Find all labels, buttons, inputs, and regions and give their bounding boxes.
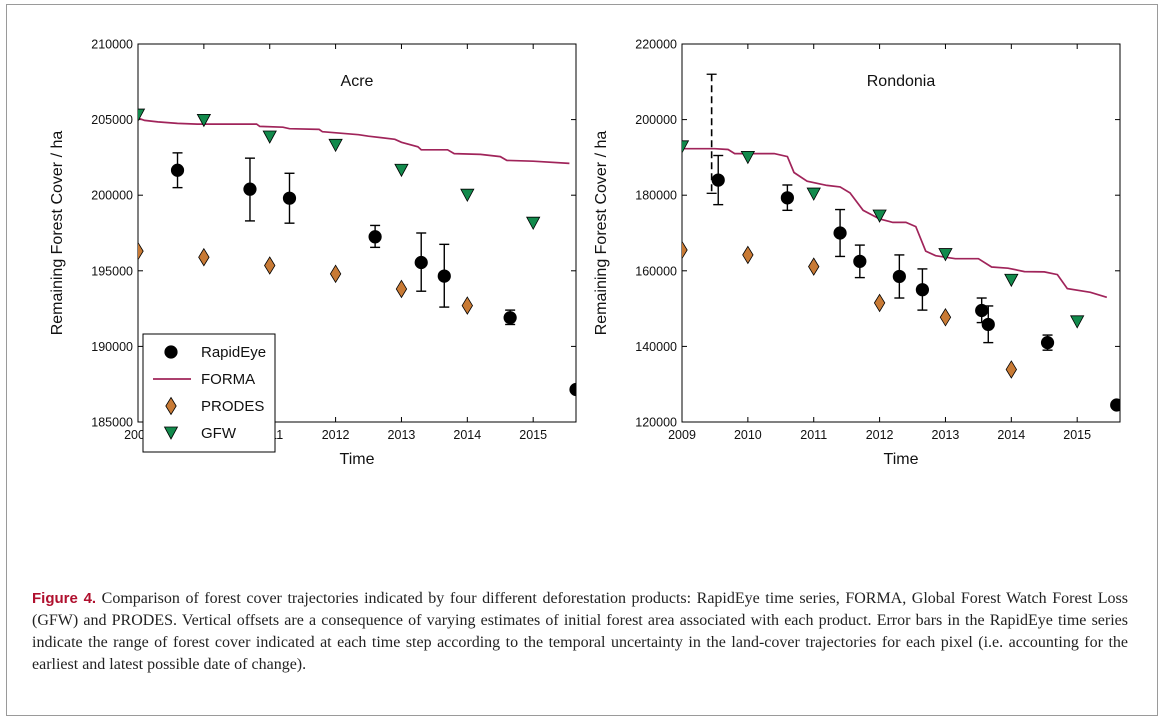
rapideye-point: [915, 283, 930, 297]
prodes-point: [873, 293, 886, 313]
gfw-point: [460, 188, 475, 203]
rapideye-point: [975, 303, 989, 318]
y-axis-title: Remaining Forest Cover / ha: [593, 131, 610, 336]
plot-frame: [137, 43, 577, 423]
rapideye-point: [170, 163, 185, 177]
y-tick-label: 200000: [635, 113, 677, 127]
x-tick-label: 2012: [322, 428, 350, 442]
x-axis-title: Time: [884, 451, 919, 468]
y-tick-label: 190000: [91, 340, 133, 354]
x-tick-label: 2010: [734, 428, 762, 442]
y-tick-label: 140000: [635, 340, 677, 354]
rapideye-point: [569, 382, 576, 397]
forma-line: [682, 147, 1108, 299]
forma-line: [138, 117, 570, 165]
gfw-point: [526, 216, 541, 231]
rapideye-point: [243, 182, 257, 196]
x-tick-label: 2015: [1063, 428, 1091, 442]
gfw-point: [196, 113, 212, 128]
plot-frame: [681, 43, 1121, 423]
legend-label: FORMA: [201, 371, 255, 388]
rapideye-point: [503, 311, 517, 325]
gfw-point: [1004, 273, 1019, 288]
gfw-point: [682, 140, 690, 154]
rapideye-point: [368, 230, 382, 244]
prodes-point: [461, 296, 473, 315]
gfw-point: [262, 130, 277, 144]
legend-marker-gfw: [163, 426, 179, 440]
x-tick-label: 2013: [932, 428, 960, 442]
gfw-point: [328, 138, 343, 153]
x-tick-label: 2013: [388, 428, 416, 442]
x-tick-label: 2009: [668, 428, 696, 442]
figure-plots: 2009 2010 2011 2012 2013 2014 2015 185000 190000…: [49, 38, 1121, 468]
caption-text: Comparison of forest cover trajectories …: [32, 590, 1129, 673]
prodes-point: [329, 264, 342, 284]
prodes-point: [808, 257, 820, 276]
gfw-point: [394, 163, 409, 178]
legend-label: PRODES: [201, 398, 264, 415]
chart-panel-acre: 2009201020112012201320142015185000190000…: [49, 38, 577, 468]
y-tick-label: 120000: [635, 416, 677, 430]
prodes-point: [395, 279, 408, 299]
x-tick-label: 2015: [519, 428, 547, 442]
rapideye-point: [833, 226, 847, 240]
rapideye-point: [437, 269, 451, 283]
rapideye-point: [853, 254, 867, 268]
y-tick-label: 185000: [91, 416, 133, 430]
data-layer: [682, 73, 1120, 412]
gfw-point: [806, 187, 821, 201]
y-tick-label: 200000: [91, 189, 133, 203]
figure-label: Figure 4.: [32, 590, 97, 607]
prodes-point: [198, 247, 210, 267]
data-layer: [138, 108, 576, 397]
prodes-point: [1005, 360, 1017, 379]
y-tick-label: 180000: [635, 189, 677, 203]
gfw-point: [1070, 315, 1085, 329]
chart-panel-rondonia: 2009 2010 2011 2012 2013 2014 2015 120000 140000…: [593, 38, 1121, 468]
y-axis-title: Remaining Forest Cover / ha: [49, 131, 66, 336]
rapideye-point: [282, 191, 297, 205]
legend: RapidEye FORMA PRODES GFW: [142, 333, 276, 453]
gfw-point: [740, 150, 756, 165]
prodes-point: [682, 240, 688, 260]
x-axis-title: Time: [340, 451, 375, 468]
y-tick-label: 160000: [635, 264, 677, 278]
rapideye-point: [414, 255, 428, 270]
prodes-point: [742, 245, 754, 265]
panel-title: Rondonia: [867, 73, 936, 90]
rapideye-point: [711, 173, 725, 187]
legend-marker-rapideye: [164, 345, 178, 359]
y-tick-label: 220000: [635, 38, 677, 52]
rapideye-point: [1040, 336, 1055, 350]
legend-label: GFW: [201, 425, 237, 442]
y-tick-label: 195000: [91, 264, 133, 278]
y-tick-label: 210000: [91, 38, 133, 52]
gfw-point: [138, 108, 146, 122]
x-tick-label: 2014: [453, 428, 481, 442]
legend-marker-prodes: [165, 396, 177, 416]
rapideye-point: [780, 191, 794, 205]
figure-caption: Figure 4. Comparison of forest cover tra…: [32, 588, 1128, 676]
prodes-point: [939, 308, 952, 327]
legend-label: RapidEye: [201, 344, 266, 361]
prodes-point: [138, 241, 144, 261]
rapideye-point: [892, 269, 906, 284]
gfw-point: [872, 209, 887, 223]
panel-title: Acre: [341, 73, 374, 90]
rapideye-point: [981, 317, 995, 332]
x-tick-label: 2014: [997, 428, 1025, 442]
prodes-point: [264, 256, 276, 275]
rapideye-point: [1110, 398, 1120, 412]
x-tick-label: 2011: [800, 428, 827, 442]
x-tick-label: 2012: [866, 428, 894, 442]
gfw-point: [938, 248, 953, 262]
y-tick-label: 205000: [91, 113, 133, 127]
